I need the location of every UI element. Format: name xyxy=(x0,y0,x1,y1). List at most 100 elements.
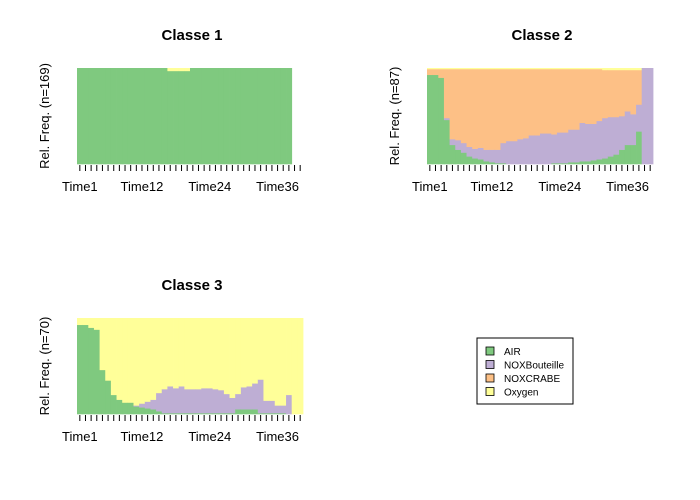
bar-segment-oxygen-t20 xyxy=(184,68,191,72)
bar-segment-oxygen-t31 xyxy=(246,318,253,387)
bar-segment-noxbouteille-t6 xyxy=(455,140,462,150)
bar-segment-noxbouteille-t16 xyxy=(511,140,518,165)
bar-segment-air-t28 xyxy=(229,413,236,415)
bar-segment-oxygen-t1 xyxy=(427,68,434,70)
bar-segment-air-t19 xyxy=(178,70,185,165)
bar-segment-oxygen-t35 xyxy=(619,68,626,71)
bar-segment-noxbouteille-t24 xyxy=(206,388,213,414)
bar-segment-noxcrabe-t26 xyxy=(568,68,575,130)
bar-segment-air-t9 xyxy=(472,158,479,165)
bar-segment-oxygen-t37 xyxy=(630,68,637,71)
bar-segment-oxygen-t30 xyxy=(590,68,597,70)
bar-segment-oxygen-t26 xyxy=(218,318,225,391)
bar-segment-noxbouteille-t37 xyxy=(280,405,287,414)
bars-group xyxy=(77,318,304,415)
legend-swatch-air xyxy=(485,346,495,356)
bar-segment-noxbouteille-t27 xyxy=(573,129,580,163)
bar-segment-oxygen-t33 xyxy=(607,68,614,71)
bar-segment-noxcrabe-t32 xyxy=(602,69,609,119)
bar-segment-air-t25 xyxy=(212,413,219,415)
bar-segment-noxcrabe-t17 xyxy=(517,68,524,140)
bar-segment-noxcrabe-t20 xyxy=(534,68,541,136)
bar-segment-noxbouteille-t31 xyxy=(596,120,603,160)
bar-segment-noxcrabe-t14 xyxy=(500,68,507,144)
bar-segment-air-t30 xyxy=(240,68,247,165)
bar-segment-air-t2 xyxy=(82,324,89,415)
bar-segment-air-t34 xyxy=(263,413,270,415)
bars-group xyxy=(77,68,293,165)
bar-segment-air-t34 xyxy=(613,154,620,165)
bar-segment-oxygen-t12 xyxy=(139,318,146,404)
bar-segment-noxcrabe-t29 xyxy=(585,68,592,124)
bar-segment-noxcrabe-t5 xyxy=(449,68,456,140)
bar-segment-noxbouteille-t40 xyxy=(647,68,654,165)
bar-segment-oxygen-t29 xyxy=(585,68,592,70)
bar-segment-air-t6 xyxy=(455,149,462,165)
bar-segment-noxcrabe-t36 xyxy=(624,69,631,112)
bar-segment-noxcrabe-t11 xyxy=(483,68,490,150)
bar-segment-air-t10 xyxy=(477,159,484,165)
x-ticks-group: Time1 Time12 Time24 Time36 xyxy=(62,165,301,194)
bar-segment-air-t32 xyxy=(252,68,259,165)
bar-segment-oxygen-t9 xyxy=(122,318,129,403)
y-axis-label: Rel. Freq. (n=87) xyxy=(387,67,402,166)
bar-segment-noxbouteille-t20 xyxy=(534,135,541,165)
bar-segment-air-t27 xyxy=(573,162,580,165)
bar-segment-oxygen-t11 xyxy=(483,68,490,70)
bar-segment-oxygen-t19 xyxy=(528,68,535,70)
bar-segment-oxygen-t40 xyxy=(297,318,304,415)
bar-segment-noxbouteille-t26 xyxy=(218,390,225,414)
bar-segment-oxygen-t35 xyxy=(269,318,276,401)
bar-segment-oxygen-t8 xyxy=(116,318,123,400)
bar-segment-noxbouteille-t29 xyxy=(235,393,242,410)
bar-segment-oxygen-t38 xyxy=(636,68,643,71)
bar-segment-noxbouteille-t12 xyxy=(489,149,496,163)
bar-segment-oxygen-t17 xyxy=(167,318,174,387)
x-tick-label: Time12 xyxy=(121,179,164,194)
bar-segment-air-t18 xyxy=(173,70,180,165)
bar-segment-noxbouteille-t36 xyxy=(624,111,631,146)
bar-segment-noxbouteille-t29 xyxy=(585,123,592,162)
bar-segment-oxygen-t9 xyxy=(472,68,479,70)
bar-segment-oxygen-t20 xyxy=(184,318,191,390)
bar-segment-oxygen-t24 xyxy=(206,318,213,389)
bar-segment-air-t18 xyxy=(173,413,180,415)
x-tick-label: Time1 xyxy=(62,179,98,194)
bar-segment-oxygen-t1 xyxy=(77,318,84,326)
bar-segment-air-t25 xyxy=(212,68,219,165)
legend-swatch-noxcrabe xyxy=(485,373,495,383)
bar-segment-oxygen-t19 xyxy=(178,318,185,387)
bar-segment-noxbouteille-t4 xyxy=(443,117,450,121)
bar-segment-noxcrabe-t13 xyxy=(494,68,501,150)
bar-segment-air-t30 xyxy=(590,160,597,165)
bar-segment-air-t37 xyxy=(280,413,287,415)
bar-segment-noxbouteille-t33 xyxy=(607,116,614,157)
bar-segment-noxbouteille-t19 xyxy=(178,386,185,414)
bar-segment-air-t20 xyxy=(184,70,191,165)
bar-segment-air-t33 xyxy=(257,68,264,165)
bar-segment-air-t9 xyxy=(122,402,129,415)
bar-segment-air-t28 xyxy=(579,161,586,165)
bar-segment-noxbouteille-t36 xyxy=(274,405,281,414)
bar-segment-noxcrabe-t24 xyxy=(556,68,563,133)
bar-segment-noxbouteille-t11 xyxy=(133,405,140,407)
bar-segment-air-t4 xyxy=(93,68,100,165)
bar-segment-oxygen-t20 xyxy=(534,68,541,70)
bar-segment-air-t11 xyxy=(133,68,140,165)
bar-segment-oxygen-t22 xyxy=(195,318,202,390)
bar-segment-air-t12 xyxy=(139,68,146,165)
bar-segment-oxygen-t13 xyxy=(144,318,151,402)
bar-segment-oxygen-t28 xyxy=(579,68,586,70)
bar-segment-air-t29 xyxy=(235,409,242,415)
bar-segment-oxygen-t32 xyxy=(252,318,259,384)
bar-segment-air-t17 xyxy=(167,413,174,415)
bar-segment-air-t4 xyxy=(93,329,100,415)
bar-segment-air-t34 xyxy=(263,68,270,165)
bar-segment-oxygen-t29 xyxy=(235,318,242,395)
bar-segment-oxygen-t4 xyxy=(443,68,450,70)
bar-segment-oxygen-t13 xyxy=(494,68,501,70)
x-tick-label: Time36 xyxy=(256,429,299,444)
bar-segment-air-t26 xyxy=(568,162,575,165)
bar-segment-noxbouteille-t23 xyxy=(201,388,208,414)
bar-segment-noxbouteille-t5 xyxy=(449,139,456,146)
